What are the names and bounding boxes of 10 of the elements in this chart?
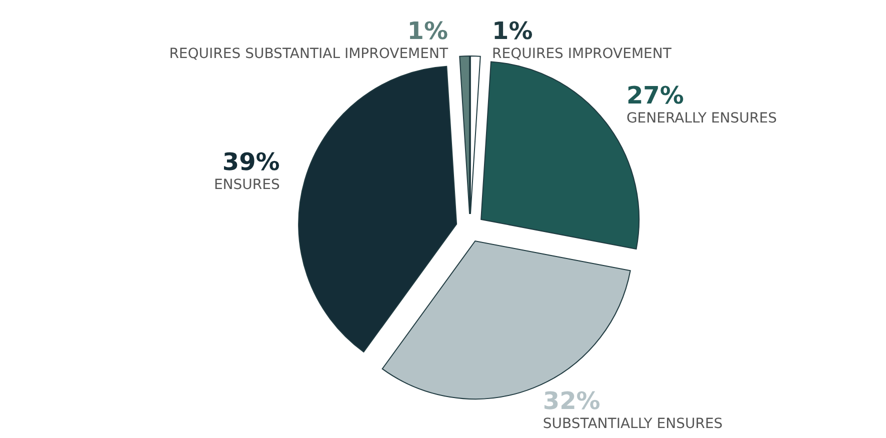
slice-label: REQUIRES SUBSTANTIAL IMPROVEMENT bbox=[169, 46, 448, 62]
data-label: 1% bbox=[492, 17, 533, 46]
slice-label: REQUIRES IMPROVEMENT bbox=[492, 46, 672, 62]
data-label: 39% bbox=[222, 148, 280, 176]
slice-label: ENSURES bbox=[214, 176, 280, 193]
data-label: 27% bbox=[626, 82, 684, 110]
slice-label: GENERALLY ENSURES bbox=[626, 110, 777, 127]
data-label: 32% bbox=[542, 387, 600, 416]
slice-label: SUBSTANTIALLY ENSURES bbox=[542, 416, 723, 432]
data-label: 1% bbox=[407, 17, 448, 46]
